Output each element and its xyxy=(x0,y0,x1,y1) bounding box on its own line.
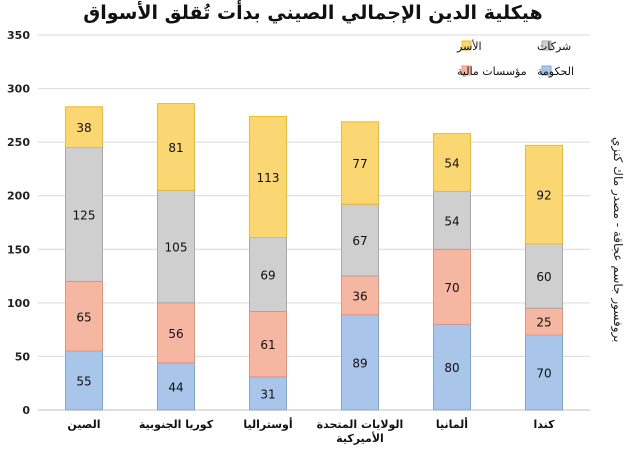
data-label: 125 xyxy=(73,208,96,222)
y-tick-label: 150 xyxy=(7,243,30,256)
bar-segment xyxy=(341,203,379,277)
y-tick-label: 100 xyxy=(7,297,30,310)
y-tick-label: 200 xyxy=(7,190,30,203)
data-label: 70 xyxy=(444,281,459,295)
data-label: 44 xyxy=(168,380,183,394)
data-label: 38 xyxy=(76,121,91,135)
bar-segment xyxy=(157,189,195,304)
x-tick-label: ألمانيا xyxy=(436,417,468,431)
x-tick-label: كوريا الجنوبية xyxy=(139,418,214,431)
y-tick-label: 300 xyxy=(7,83,30,96)
bar-segment xyxy=(525,334,563,411)
data-label: 70 xyxy=(536,367,551,381)
data-label: 92 xyxy=(536,189,551,203)
data-label: 60 xyxy=(536,270,551,284)
y-tick-label: 350 xyxy=(7,29,30,42)
bar-segment xyxy=(525,243,563,309)
data-label: 54 xyxy=(444,157,459,171)
bar-segment xyxy=(157,362,195,411)
bar-segment xyxy=(65,280,103,352)
x-tick-label: الأميركية xyxy=(336,431,384,445)
bar-segment xyxy=(341,121,379,205)
source-note: بروفسور جاسم عجاقة - مصدر ماك كنزي xyxy=(611,137,625,343)
legend-label: الأسر xyxy=(456,39,482,53)
bar-segment xyxy=(249,115,287,238)
bar-segment xyxy=(433,133,471,192)
bar-segment xyxy=(65,106,103,148)
bar-segment xyxy=(341,275,379,316)
data-label: 80 xyxy=(444,361,459,375)
bar-segment xyxy=(157,103,195,191)
data-label: 81 xyxy=(168,141,183,155)
bar-segment xyxy=(249,237,287,312)
data-label: 65 xyxy=(76,310,91,324)
legend-label: الحكومة xyxy=(537,65,574,78)
bar-segment xyxy=(525,307,563,336)
data-label: 36 xyxy=(352,289,367,303)
data-label: 61 xyxy=(260,338,275,352)
x-tick-label: الصين xyxy=(67,418,100,431)
legend-swatch xyxy=(461,65,472,76)
data-label: 77 xyxy=(352,157,367,171)
data-label: 89 xyxy=(352,356,367,370)
data-label: 105 xyxy=(165,241,188,255)
x-tick-label: كندا xyxy=(533,418,555,431)
y-tick-label: 0 xyxy=(22,404,30,417)
bar-segment xyxy=(249,310,287,378)
bar-segment xyxy=(65,147,103,282)
y-tick-label: 50 xyxy=(15,350,31,363)
data-label: 113 xyxy=(257,171,280,185)
data-label: 25 xyxy=(536,316,551,330)
x-tick-label: الولايات المتحدة xyxy=(317,418,404,431)
bar-segment xyxy=(525,144,563,245)
bar-segment xyxy=(433,323,471,411)
data-label: 55 xyxy=(76,375,91,389)
bar-segment xyxy=(341,314,379,411)
legend-label: شركات xyxy=(537,40,571,53)
legend-swatch xyxy=(461,40,472,51)
data-label: 56 xyxy=(168,327,183,341)
bar-segment xyxy=(433,248,471,325)
chart-title: هيكلية الدين الإجمالي الصيني بدأت تُقلق … xyxy=(83,2,543,24)
legend-swatch xyxy=(541,40,552,51)
bar-segment xyxy=(249,376,287,411)
x-tick-label: أوستراليا xyxy=(243,417,292,431)
legend-label: مؤسسات مالية xyxy=(457,65,527,78)
legend-swatch xyxy=(541,65,552,76)
data-label: 54 xyxy=(444,214,459,228)
bar-segment xyxy=(65,350,103,411)
data-label: 67 xyxy=(352,234,367,248)
y-tick-label: 250 xyxy=(7,136,30,149)
bar-segment xyxy=(433,190,471,250)
data-label: 69 xyxy=(260,268,275,282)
bar-segment xyxy=(157,302,195,364)
data-label: 31 xyxy=(260,387,275,401)
